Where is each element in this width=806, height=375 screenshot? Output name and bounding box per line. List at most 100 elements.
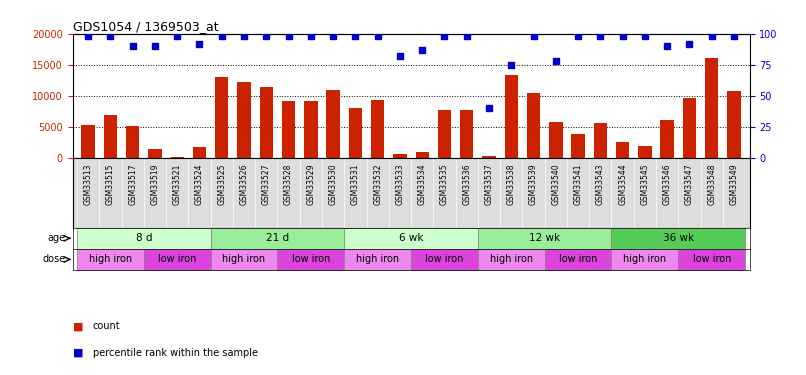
Bar: [282, 101, 295, 158]
Text: GSM33547: GSM33547: [685, 164, 694, 205]
Point: [104, 33, 117, 39]
Text: GSM33545: GSM33545: [641, 164, 650, 205]
Bar: [143, 249, 210, 270]
Point: [638, 33, 651, 39]
Point: [215, 33, 228, 39]
Text: GSM33515: GSM33515: [106, 164, 115, 205]
Point: [148, 43, 161, 49]
Bar: [371, 100, 384, 158]
Bar: [705, 58, 718, 158]
Bar: [571, 135, 585, 158]
Point: [483, 105, 496, 111]
Bar: [304, 101, 318, 158]
Point: [728, 33, 741, 39]
Bar: [478, 228, 612, 249]
Bar: [416, 152, 429, 158]
Text: GSM33541: GSM33541: [574, 164, 583, 205]
Bar: [77, 228, 210, 249]
Bar: [148, 149, 162, 158]
Point: [193, 41, 206, 47]
Text: GSM33548: GSM33548: [707, 164, 717, 205]
Bar: [393, 154, 406, 158]
Bar: [549, 122, 563, 158]
Text: high iron: high iron: [490, 254, 533, 264]
Text: GSM33537: GSM33537: [484, 164, 493, 205]
Point: [238, 33, 251, 39]
Bar: [482, 156, 496, 158]
Point: [282, 33, 295, 39]
Bar: [277, 249, 344, 270]
Point: [527, 33, 540, 39]
Bar: [326, 90, 340, 158]
Text: GSM33531: GSM33531: [351, 164, 360, 205]
Text: GSM33538: GSM33538: [507, 164, 516, 205]
Bar: [411, 249, 478, 270]
Point: [349, 33, 362, 39]
Text: GSM33543: GSM33543: [596, 164, 604, 205]
Bar: [210, 249, 277, 270]
Bar: [126, 126, 139, 158]
Bar: [478, 249, 545, 270]
Bar: [215, 77, 228, 158]
Point: [81, 33, 94, 39]
Bar: [438, 110, 451, 158]
Text: low iron: low iron: [292, 254, 330, 264]
Point: [616, 33, 629, 39]
Text: GSM33532: GSM33532: [373, 164, 382, 205]
Text: GSM33513: GSM33513: [84, 164, 93, 205]
Point: [594, 33, 607, 39]
Bar: [104, 115, 117, 158]
Text: ■: ■: [73, 321, 83, 331]
Point: [505, 62, 517, 68]
Text: GSM33534: GSM33534: [418, 164, 426, 205]
Text: GSM33544: GSM33544: [618, 164, 627, 205]
Text: 36 wk: 36 wk: [663, 233, 694, 243]
Bar: [193, 147, 206, 158]
Point: [372, 33, 384, 39]
Text: 6 wk: 6 wk: [399, 233, 423, 243]
Text: GSM33519: GSM33519: [151, 164, 160, 205]
Text: low iron: low iron: [559, 254, 597, 264]
Text: GSM33527: GSM33527: [262, 164, 271, 205]
Bar: [344, 228, 478, 249]
Text: GSM33539: GSM33539: [529, 164, 538, 205]
Bar: [460, 110, 473, 158]
Text: high iron: high iron: [623, 254, 667, 264]
Text: high iron: high iron: [89, 254, 132, 264]
Point: [260, 33, 272, 39]
Bar: [727, 91, 741, 158]
Text: GSM33524: GSM33524: [195, 164, 204, 205]
Text: dose: dose: [43, 254, 66, 264]
Point: [171, 33, 184, 39]
Text: GSM33546: GSM33546: [663, 164, 671, 205]
Text: GSM33540: GSM33540: [551, 164, 560, 205]
Bar: [660, 120, 674, 158]
Bar: [594, 123, 607, 158]
Point: [705, 33, 718, 39]
Text: low iron: low iron: [158, 254, 197, 264]
Text: 12 wk: 12 wk: [529, 233, 560, 243]
Text: GDS1054 / 1369503_at: GDS1054 / 1369503_at: [73, 20, 218, 33]
Bar: [679, 249, 745, 270]
Text: high iron: high iron: [356, 254, 399, 264]
Text: low iron: low iron: [426, 254, 463, 264]
Bar: [527, 93, 540, 158]
Text: percentile rank within the sample: percentile rank within the sample: [93, 348, 258, 357]
Point: [416, 47, 429, 53]
Point: [326, 33, 339, 39]
Point: [683, 41, 696, 47]
Bar: [545, 249, 612, 270]
Text: 21 d: 21 d: [266, 233, 289, 243]
Text: GSM33517: GSM33517: [128, 164, 137, 205]
Text: age: age: [48, 233, 66, 243]
Text: GSM33525: GSM33525: [218, 164, 226, 205]
Point: [393, 53, 406, 59]
Bar: [344, 249, 411, 270]
Bar: [81, 125, 95, 158]
Text: low iron: low iron: [692, 254, 731, 264]
Text: count: count: [93, 321, 120, 331]
Text: GSM33528: GSM33528: [284, 164, 293, 205]
Point: [305, 33, 318, 39]
Text: GSM33530: GSM33530: [329, 164, 338, 205]
Bar: [612, 228, 745, 249]
